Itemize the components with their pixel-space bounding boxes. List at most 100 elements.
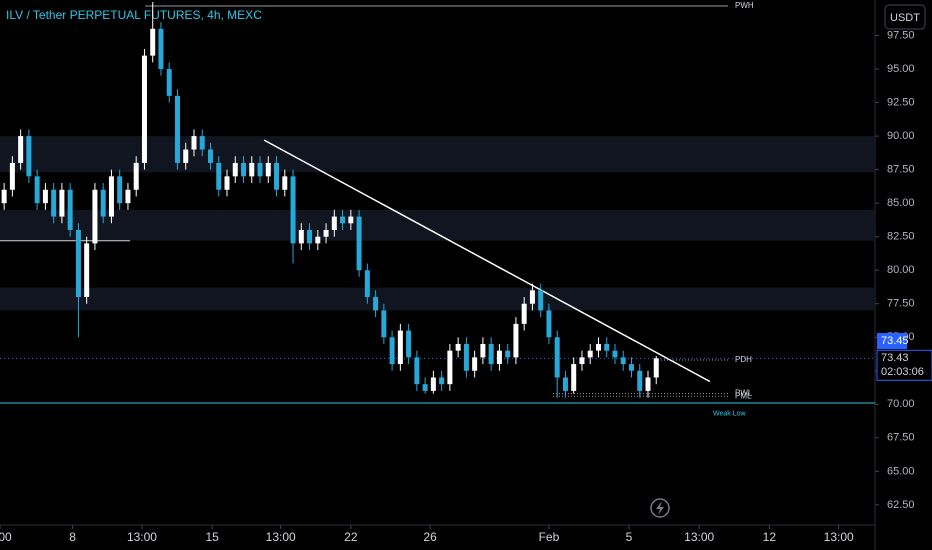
candle-body — [571, 364, 577, 391]
currency-button[interactable] — [884, 4, 926, 30]
candle-body — [9, 162, 15, 190]
candle-body — [150, 28, 156, 56]
candle-body — [257, 162, 263, 177]
candle-body — [463, 343, 469, 371]
candle-body — [166, 69, 172, 96]
candle-body — [430, 377, 436, 391]
candle-body — [604, 343, 610, 351]
candle-body — [472, 357, 478, 371]
lightning-icon[interactable] — [650, 498, 670, 518]
candle-body — [529, 290, 535, 304]
y-tick-label: 90.00 — [887, 130, 915, 142]
candle-body — [480, 343, 486, 358]
candle-body — [356, 216, 362, 271]
candle-body — [595, 343, 601, 351]
y-tick-label: 92.50 — [887, 96, 915, 108]
candle-body — [331, 216, 337, 230]
price-badge — [876, 349, 932, 381]
candle-body — [538, 290, 544, 311]
candle-body — [389, 337, 395, 365]
candle-body — [158, 28, 164, 70]
candle-body — [34, 176, 40, 204]
candle-body — [224, 176, 230, 190]
y-tick-label: 97.50 — [887, 29, 915, 41]
x-tick-label: Feb — [539, 530, 560, 544]
candle-body — [307, 229, 313, 244]
level-label: PWL — [735, 389, 753, 398]
candle-body — [364, 270, 370, 298]
candle-body — [340, 216, 346, 224]
candle-body — [455, 343, 461, 351]
x-tick-label: 5 — [626, 530, 633, 544]
candle-body — [59, 189, 65, 217]
y-tick-label: 85.00 — [887, 197, 915, 209]
candle-body — [521, 303, 527, 324]
y-tick-label: 95.00 — [887, 63, 915, 75]
candle-body — [620, 357, 626, 365]
candle-body — [67, 189, 73, 230]
candle-body — [92, 189, 98, 244]
candle-body — [117, 176, 123, 204]
candle-body — [26, 136, 32, 177]
candle-body — [637, 370, 643, 391]
y-tick-label: 62.50 — [887, 499, 915, 511]
candle-body — [513, 323, 519, 358]
y-tick-label: 87.50 — [887, 164, 915, 176]
price-badge — [877, 333, 907, 350]
candle-body — [505, 350, 511, 358]
candle-body — [323, 229, 329, 237]
x-tick-label: 0:00 — [0, 530, 12, 544]
annotation: Weak Low — [713, 411, 746, 418]
x-tick-label: 13:00 — [127, 530, 157, 544]
candle-body — [42, 189, 48, 204]
candle-body — [133, 162, 139, 190]
candle-body — [381, 310, 387, 338]
price-badge-label: 73.43 — [881, 352, 909, 364]
candle-body — [414, 357, 420, 385]
candle-body — [290, 176, 296, 244]
candle-body — [100, 189, 106, 217]
candle-body — [282, 176, 288, 190]
icon-ring[interactable] — [650, 498, 670, 518]
level-label: PWH — [735, 1, 754, 10]
x-tick-label: 26 — [423, 530, 437, 544]
candle-body — [628, 364, 634, 371]
y-tick-label: 77.50 — [887, 298, 915, 310]
y-tick-label: 67.50 — [887, 432, 915, 444]
y-tick-label: 65.00 — [887, 465, 915, 477]
price-badge-label: 73.45 — [881, 335, 909, 347]
candle-body — [298, 229, 304, 244]
candle-body — [422, 384, 428, 391]
candle-body — [373, 297, 379, 311]
candle-body — [406, 330, 412, 358]
y-tick-label: 70.00 — [887, 398, 915, 410]
x-tick-label: 15 — [205, 530, 219, 544]
candle-body — [546, 310, 552, 338]
x-tick-label: 8 — [69, 530, 76, 544]
x-tick-label: 12 — [763, 530, 777, 544]
candle-body — [439, 377, 445, 385]
candle-body — [612, 350, 618, 358]
y-tick-label: 80.00 — [887, 264, 915, 276]
candle-body — [84, 243, 90, 298]
candle-body — [397, 330, 403, 365]
candle-body — [75, 229, 81, 298]
candle-body — [348, 216, 354, 224]
trendline — [263, 139, 711, 383]
level-label: PML — [735, 391, 752, 400]
level-label: PDH — [735, 355, 752, 364]
candle-body — [216, 162, 222, 190]
currency-button-label[interactable]: USDT — [890, 12, 920, 24]
countdown: 02:03:06 — [881, 366, 924, 378]
x-tick-label: 13:00 — [266, 530, 296, 544]
icon-bolt[interactable] — [656, 501, 664, 515]
candle-body — [265, 162, 271, 177]
y-tick-label: 82.50 — [887, 231, 915, 243]
x-tick-label: 13:00 — [824, 530, 854, 544]
candle-body — [199, 136, 205, 150]
candle-body — [207, 149, 213, 163]
candle-body — [447, 350, 453, 385]
